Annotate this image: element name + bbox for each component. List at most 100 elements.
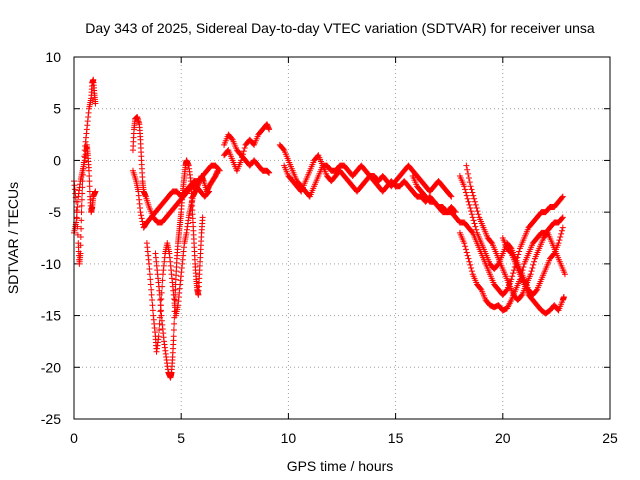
data-point: [74, 231, 81, 238]
data-point: [467, 261, 474, 268]
data-point: [170, 333, 177, 340]
data-point: [92, 188, 99, 195]
data-point: [469, 189, 476, 196]
data-point: [158, 307, 165, 314]
data-point: [447, 192, 454, 199]
data-point: [280, 146, 287, 153]
data-point: [466, 179, 473, 186]
data-point: [86, 178, 93, 185]
data-point: [137, 209, 144, 216]
series-track-l: [456, 214, 566, 314]
data-point: [558, 215, 565, 222]
y-tick-label: -25: [41, 411, 61, 427]
data-point: [477, 285, 484, 292]
data-point: [527, 271, 534, 278]
x-tick-label: 10: [281, 430, 297, 446]
data-point: [228, 135, 235, 142]
data-point: [138, 215, 145, 222]
data-point: [559, 214, 566, 221]
data-point: [471, 195, 478, 202]
x-tick-label: 5: [177, 430, 185, 446]
data-point: [214, 167, 221, 174]
series-track-h: [221, 131, 273, 176]
data-point: [86, 172, 93, 179]
data-point: [92, 100, 99, 107]
data-point: [465, 170, 472, 177]
data-point: [510, 270, 517, 277]
data-point: [507, 249, 514, 256]
y-axis-label: SDTVAR / TECUs: [5, 182, 21, 294]
data-point: [463, 192, 470, 199]
data-point: [462, 186, 469, 193]
data-point: [508, 276, 515, 283]
y-tick-label: -20: [41, 359, 61, 375]
data-point: [530, 261, 537, 268]
data-point: [494, 261, 501, 268]
data-point: [86, 167, 93, 174]
data-point: [558, 194, 565, 201]
x-tick-label: 20: [495, 430, 511, 446]
data-point: [146, 260, 153, 267]
y-tick-label: 10: [45, 49, 61, 65]
data-point: [86, 183, 93, 190]
series-track-b: [71, 141, 99, 236]
data-point: [199, 214, 206, 221]
data-point: [158, 312, 165, 319]
axis-ticks: [73, 56, 611, 420]
data-point: [77, 233, 84, 240]
data-point: [171, 320, 178, 327]
data-point: [149, 297, 156, 304]
data-point: [78, 225, 85, 232]
data-point: [78, 196, 85, 203]
y-tick-label: -5: [49, 204, 62, 220]
data-point: [559, 193, 566, 200]
x-tick-label: 15: [388, 430, 404, 446]
data-point: [560, 293, 567, 300]
data-point: [561, 271, 568, 278]
data-point: [171, 297, 178, 304]
data-point: [555, 240, 562, 247]
x-tick-label: 0: [70, 430, 78, 446]
data-point: [471, 198, 478, 205]
data-point: [148, 286, 155, 293]
data-point: [465, 198, 472, 205]
data-point: [516, 248, 523, 255]
data-point: [468, 268, 475, 275]
data-point: [74, 209, 81, 216]
data-point: [557, 233, 564, 240]
data-point: [74, 198, 81, 205]
data-point: [467, 183, 474, 190]
data-point: [241, 145, 248, 152]
data-point: [448, 193, 455, 200]
series-track-o: [499, 235, 567, 317]
data-point: [470, 192, 477, 199]
data-point: [550, 251, 557, 258]
data-point: [558, 227, 565, 234]
data-point: [149, 302, 156, 309]
data-point: [266, 126, 273, 133]
data-point: [73, 214, 80, 221]
x-tick-label: 25: [602, 430, 618, 446]
data-point: [146, 271, 153, 278]
data-point: [78, 202, 85, 209]
data-point: [465, 175, 472, 182]
data-point: [159, 277, 166, 284]
data-point: [465, 255, 472, 262]
data-point: [462, 246, 469, 253]
data-point: [138, 212, 145, 219]
data-points: [71, 76, 568, 381]
data-point: [172, 281, 179, 288]
data-point: [466, 258, 473, 265]
data-point: [467, 205, 474, 212]
data-point: [472, 223, 479, 230]
data-point: [470, 217, 477, 224]
data-point: [139, 218, 146, 225]
data-point: [464, 195, 471, 202]
data-point: [468, 186, 475, 193]
data-point: [156, 320, 163, 327]
plot-frame: [73, 56, 611, 420]
data-point: [157, 302, 164, 309]
data-point: [74, 203, 81, 210]
data-point: [518, 292, 525, 299]
data-point: [463, 162, 470, 169]
